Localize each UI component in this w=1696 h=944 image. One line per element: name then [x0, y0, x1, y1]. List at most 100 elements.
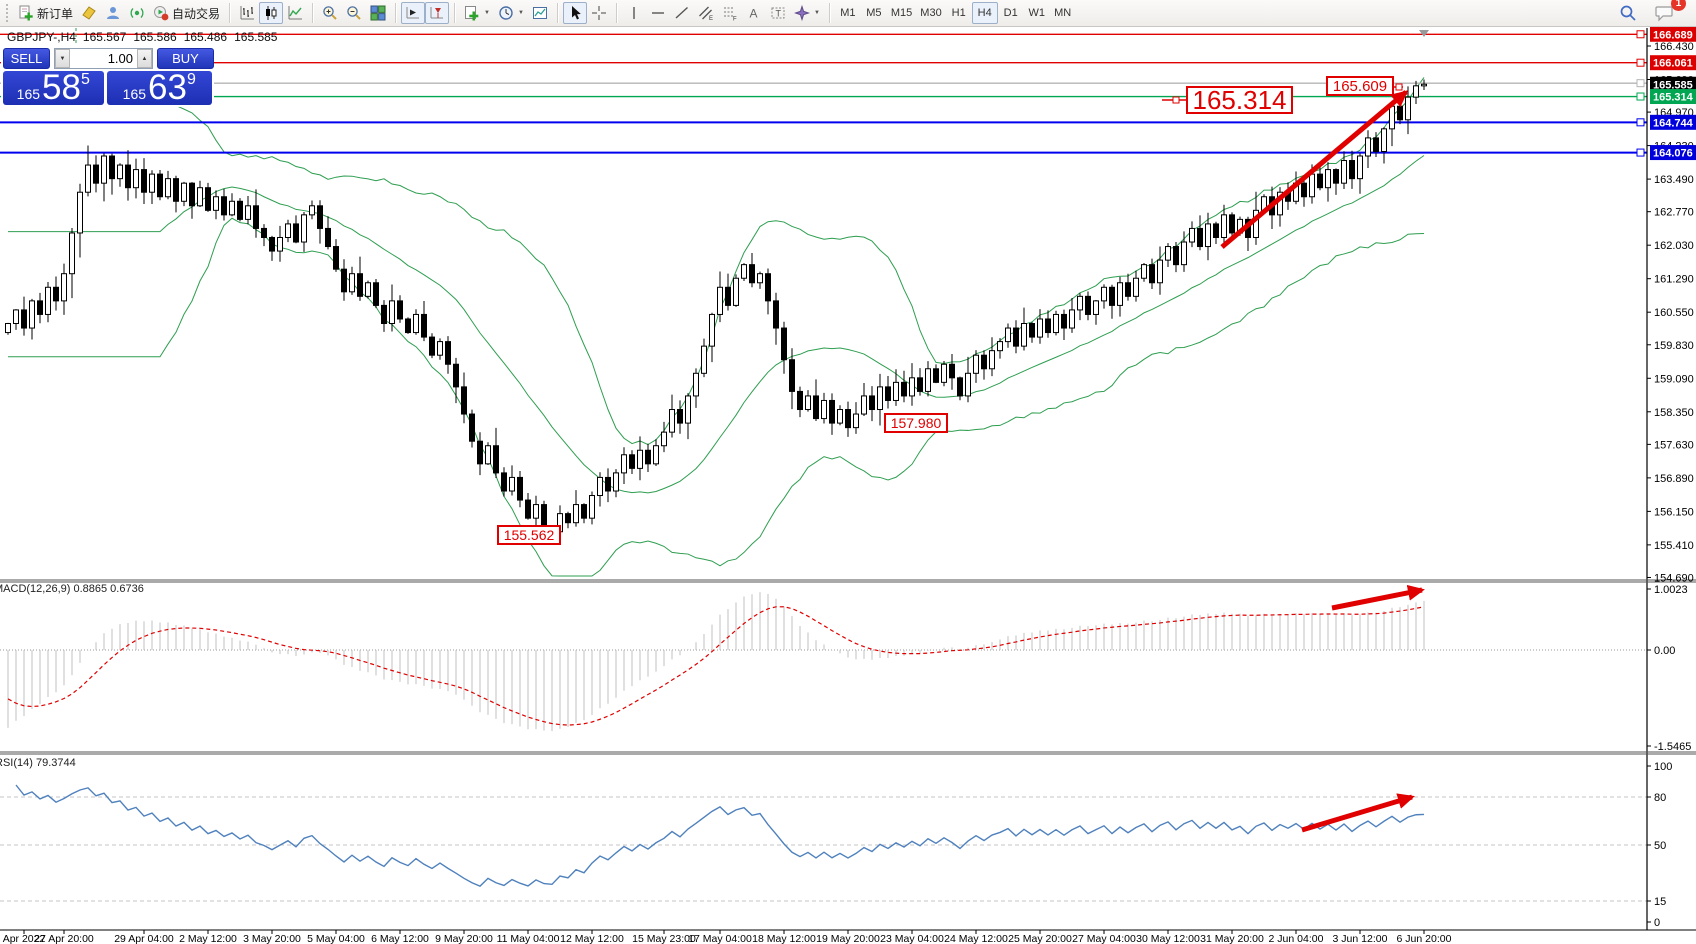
toolbar-grip[interactable] [6, 4, 9, 22]
zoom-in-button[interactable] [318, 2, 342, 24]
svg-text:19 May 20:00: 19 May 20:00 [816, 933, 880, 944]
text-label-button[interactable]: T [766, 2, 790, 24]
line-chart-button[interactable] [283, 2, 307, 24]
community-button[interactable] [101, 2, 125, 24]
new-order-icon [18, 5, 34, 21]
hline-handle[interactable] [1636, 118, 1645, 127]
svg-text:162.770: 162.770 [1654, 207, 1694, 219]
equidistant-channel-button[interactable]: E [694, 2, 718, 24]
bollinger-bands [8, 77, 1425, 577]
timeframe-m15[interactable]: M15 [890, 7, 913, 19]
trend-arrow-main[interactable] [1220, 90, 1409, 249]
hline-handle[interactable] [1636, 30, 1645, 39]
trendline-button[interactable] [670, 2, 694, 24]
price-annotation[interactable]: 155.562 [497, 525, 561, 545]
hline-handle[interactable] [1636, 92, 1645, 101]
horizontal-line-icon [650, 5, 666, 21]
buy-button[interactable]: BUY [157, 48, 214, 69]
periods-button[interactable]: ▼ [494, 2, 528, 24]
vertical-line-button[interactable] [622, 2, 646, 24]
volume-increase-button[interactable]: ▲ [137, 49, 152, 68]
sell-button[interactable]: SELL [3, 48, 50, 69]
close-value: 165.585 [234, 30, 278, 44]
tile-windows-button[interactable] [366, 2, 390, 24]
vertical-line-icon [626, 5, 642, 21]
horizontal-lines[interactable] [0, 30, 1647, 157]
rsi-panel [0, 784, 1647, 902]
timeframe-w1[interactable]: W1 [1028, 7, 1045, 19]
timeframe-m5[interactable]: M5 [866, 7, 882, 19]
ask-big-digits: 63 [148, 68, 187, 107]
cursor-button[interactable] [562, 2, 587, 24]
svg-text:164.076: 164.076 [1653, 148, 1693, 160]
timeframe-m1[interactable]: M1 [840, 7, 856, 19]
macd-panel [0, 592, 1647, 732]
bar-chart-icon [239, 5, 255, 21]
svg-text:159.830: 159.830 [1654, 340, 1694, 352]
volume-decrease-button[interactable]: ▼ [55, 49, 70, 68]
svg-text:23 May 04:00: 23 May 04:00 [880, 933, 944, 944]
price-annotation[interactable]: 157.980 [884, 413, 948, 433]
timeframe-mn[interactable]: MN [1054, 7, 1072, 19]
svg-text:3 Jun 12:00: 3 Jun 12:00 [1333, 933, 1388, 944]
svg-text:0.00: 0.00 [1654, 645, 1675, 657]
templates-button[interactable] [528, 2, 552, 24]
timeframe-h4[interactable]: H4 [971, 2, 998, 24]
person-icon [105, 5, 121, 21]
indicators-button[interactable]: ▼ [460, 2, 494, 24]
svg-text:156.890: 156.890 [1654, 473, 1694, 485]
price-axis[interactable]: 166.430165.690164.970164.230163.490162.7… [1647, 26, 1696, 929]
bid-price-display[interactable]: 165 58 5 [3, 70, 104, 105]
channel-icon: E [698, 5, 714, 21]
text-button[interactable]: A [742, 2, 766, 24]
new-order-button[interactable]: 新订单 [14, 2, 77, 24]
rsi-indicator-label: RSI(14) 79.3744 [0, 757, 76, 769]
svg-text:29 Apr 04:00: 29 Apr 04:00 [114, 933, 174, 944]
broadcast-button[interactable] [125, 2, 149, 24]
timeframe-d1[interactable]: D1 [1003, 7, 1018, 19]
svg-text:156.150: 156.150 [1654, 506, 1694, 518]
clock-icon [498, 5, 514, 21]
svg-text:166.430: 166.430 [1654, 41, 1694, 53]
hline-handle[interactable] [1636, 148, 1645, 157]
trend-arrow-rsi[interactable] [1301, 793, 1415, 833]
bar-chart-button[interactable] [235, 2, 259, 24]
notifications-button[interactable]: 1 [1651, 0, 1686, 24]
trend-arrow-macd[interactable] [1331, 584, 1425, 611]
zoom-out-button[interactable] [342, 2, 366, 24]
crosshair-button[interactable] [587, 2, 611, 24]
hline-handle[interactable] [1636, 79, 1645, 88]
price-annotation[interactable]: 165.609 [1326, 76, 1394, 96]
timeframe-h1[interactable]: H1 [951, 7, 966, 19]
macd-indicator-label: MACD(12,26,9) 0.8865 0.6736 [0, 583, 144, 595]
template-icon [532, 5, 548, 21]
arrows-button[interactable]: ▼ [790, 2, 824, 24]
volume-input[interactable] [70, 49, 137, 68]
bollinger-middle [8, 155, 1425, 494]
zoom-out-icon [346, 5, 362, 21]
low-value: 165.486 [183, 30, 228, 44]
auto-trading-button[interactable]: 自动交易 [149, 2, 224, 24]
trend-arrows[interactable] [1220, 90, 1425, 833]
crosshair-icon [591, 5, 607, 21]
auto-scroll-button[interactable] [401, 2, 426, 24]
search-button[interactable] [1615, 2, 1641, 24]
chart-shift-icon [429, 5, 445, 21]
svg-text:165.314: 165.314 [1653, 92, 1694, 104]
ask-price-display[interactable]: 165 63 9 [106, 68, 212, 107]
candlestick-chart-button[interactable] [259, 2, 284, 24]
down-arrow-icon: ▼ [59, 55, 66, 62]
horizontal-line-button[interactable] [646, 2, 670, 24]
hline-handle[interactable] [1636, 58, 1645, 67]
quotes-button[interactable] [77, 2, 101, 24]
chart-shift-button[interactable] [425, 2, 450, 24]
price-annotation[interactable]: 165.314 [1186, 85, 1293, 115]
bid-prefix: 165 [16, 86, 41, 102]
chart-window-title: GBPJPY-,H4 165.567 165.586 165.486 165.585 [7, 30, 284, 44]
timeframe-m30[interactable]: M30 [920, 7, 942, 19]
svg-text:2 Jun 04:00: 2 Jun 04:00 [1269, 933, 1324, 944]
fibonacci-button[interactable]: F [718, 2, 742, 24]
price-tag [1650, 89, 1696, 105]
